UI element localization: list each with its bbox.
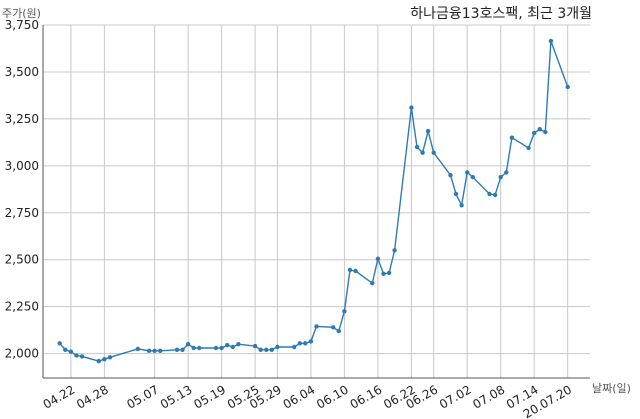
chart-title: 하나금융13호스팩, 최근 3개월 <box>410 6 592 22</box>
data-point <box>375 256 381 261</box>
x-axis-title: 날짜(일) <box>592 381 631 395</box>
data-point <box>459 203 464 208</box>
data-point <box>68 349 74 354</box>
data-point <box>386 270 392 276</box>
x-tick-label: 07.08 <box>470 382 507 411</box>
data-point <box>308 339 314 344</box>
data-point <box>180 347 185 352</box>
data-point <box>135 346 141 352</box>
data-point <box>431 150 436 155</box>
data-point <box>269 347 274 352</box>
data-point <box>425 128 431 134</box>
x-tick-label: 06.04 <box>281 382 318 411</box>
axes <box>42 25 590 379</box>
y-tick-label: 2,250 <box>5 300 39 314</box>
data-point <box>225 342 230 348</box>
x-tick-label: 05.13 <box>158 382 195 411</box>
data-point <box>219 345 224 351</box>
y-tick-label: 3,750 <box>5 18 39 32</box>
data-point <box>565 84 570 90</box>
data-point <box>492 192 498 198</box>
data-point <box>331 325 336 330</box>
data-point <box>487 191 492 197</box>
data-point <box>79 354 85 359</box>
data-point <box>537 127 542 132</box>
data-point <box>526 145 531 151</box>
data-point <box>336 328 341 334</box>
grid-lines <box>43 24 590 378</box>
data-point <box>264 347 269 352</box>
data-point <box>107 355 113 360</box>
series-price <box>57 38 570 364</box>
series-line <box>59 40 569 362</box>
data-point <box>185 342 191 347</box>
data-point <box>191 345 196 351</box>
y-tick-label: 2,000 <box>5 347 39 361</box>
data-point <box>63 347 68 352</box>
data-point <box>448 173 453 178</box>
x-tick-label: 04.28 <box>74 382 111 411</box>
data-point <box>152 348 157 353</box>
data-point <box>342 309 347 314</box>
data-point <box>213 345 219 351</box>
y-tick-label: 3,250 <box>5 112 39 126</box>
data-point <box>414 144 420 150</box>
data-point <box>347 267 353 273</box>
data-point <box>96 358 102 364</box>
x-tick-label: 05.19 <box>191 382 228 411</box>
y-tick-label: 2,750 <box>5 206 39 220</box>
data-point <box>370 281 375 286</box>
data-point <box>543 129 548 135</box>
x-tick-label: 06.10 <box>314 382 351 411</box>
data-point <box>353 268 358 274</box>
y-axis-title: 주가(원) <box>2 7 41 20</box>
y-tick-label: 3,000 <box>5 159 39 173</box>
x-tick-label: 04.22 <box>41 382 78 411</box>
data-point <box>197 345 202 351</box>
x-tick-label: 05.07 <box>124 382 161 411</box>
data-point <box>275 344 280 350</box>
data-point <box>392 248 397 253</box>
data-point <box>258 347 263 352</box>
y-tick-label: 3,500 <box>5 65 39 79</box>
data-point <box>158 348 163 353</box>
data-point <box>509 135 515 140</box>
data-point <box>57 341 62 346</box>
data-point <box>532 130 537 136</box>
data-point <box>146 348 152 353</box>
data-point <box>102 357 107 362</box>
y-tick-label: 2,500 <box>5 253 39 267</box>
data-point <box>297 341 302 346</box>
data-point <box>420 150 425 155</box>
data-point <box>470 174 475 180</box>
data-point <box>409 105 414 110</box>
data-point <box>504 170 509 175</box>
data-point <box>548 38 554 44</box>
data-point <box>174 347 180 352</box>
y-tick-labels: 2,000 2,250 2,500 2,750 3,000 3,250 3,500 3,750 <box>5 18 39 361</box>
data-point <box>236 342 241 347</box>
data-point <box>498 174 503 180</box>
x-tick-label: 07.02 <box>437 382 474 411</box>
data-point <box>314 324 319 329</box>
x-tick-label: 06.16 <box>348 382 385 411</box>
data-point <box>74 353 79 358</box>
data-point <box>303 341 308 346</box>
data-point <box>230 344 235 350</box>
data-point <box>453 191 459 197</box>
data-point <box>465 170 470 175</box>
data-point <box>381 271 386 276</box>
data-point <box>252 343 258 349</box>
data-point <box>292 344 297 350</box>
